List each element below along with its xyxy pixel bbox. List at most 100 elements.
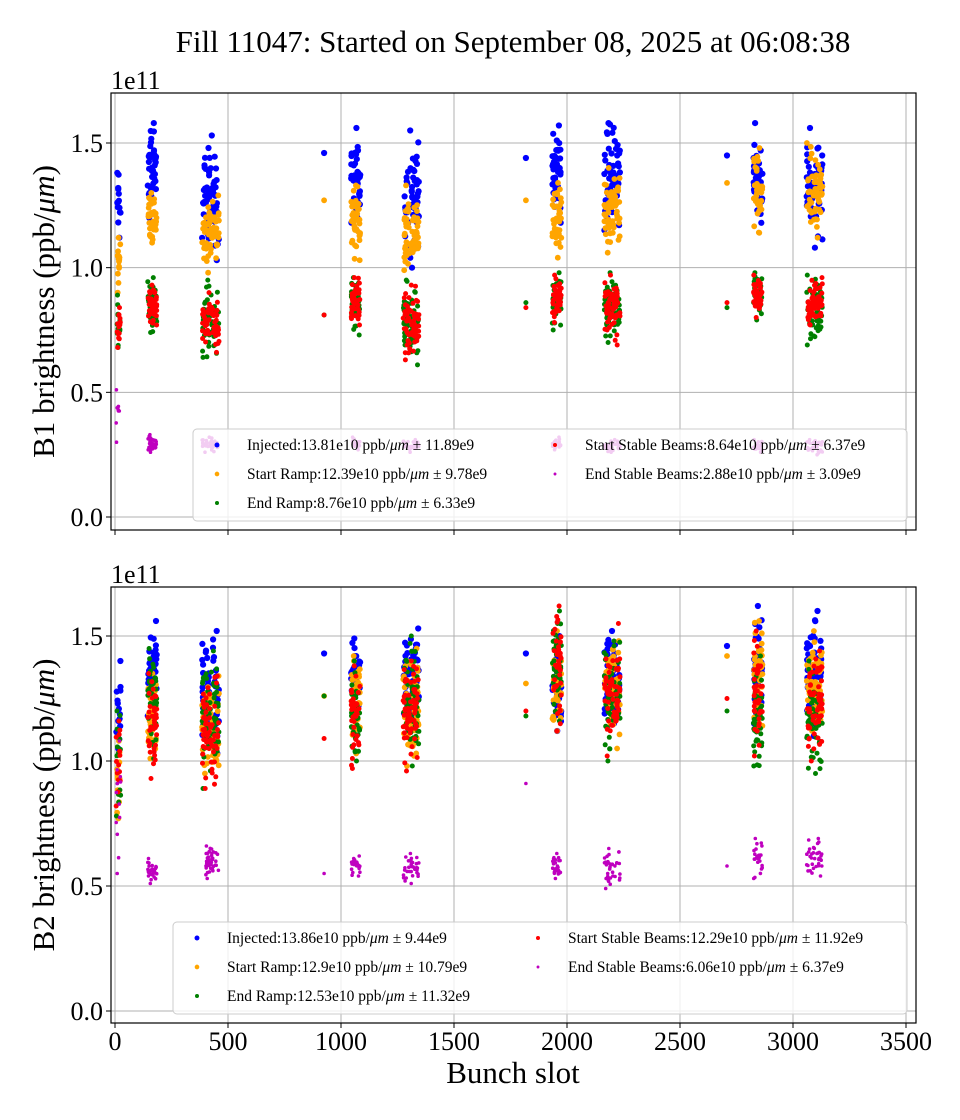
data-point (814, 750, 820, 756)
data-point (609, 129, 616, 136)
data-point (203, 184, 210, 191)
data-point (150, 275, 156, 281)
data-point (611, 176, 618, 182)
data-point (215, 192, 222, 199)
data-point (356, 188, 363, 195)
data-point (551, 857, 556, 861)
legend-label-unit: μm (787, 437, 807, 454)
data-point (812, 157, 819, 164)
legend-item-injected: Injected:13.81e10 ppb/μm ± 11.89e9 (214, 437, 474, 454)
data-point (348, 239, 355, 246)
data-point (113, 813, 119, 819)
data-point (201, 154, 209, 161)
data-point (203, 339, 209, 345)
data-point (353, 306, 359, 312)
data-point (204, 844, 209, 848)
data-point (353, 124, 360, 132)
data-point (602, 742, 608, 748)
data-point (610, 313, 616, 319)
data-point (807, 143, 814, 150)
data-point (415, 362, 420, 368)
data-point (200, 691, 206, 697)
data-point (603, 290, 608, 296)
data-point (805, 299, 811, 305)
data-point (751, 743, 757, 749)
data-point (348, 150, 355, 157)
data-point (756, 716, 762, 722)
data-point (214, 299, 220, 305)
data-point (207, 849, 211, 854)
y-tick-label: 1.0 (71, 254, 104, 283)
data-point (611, 643, 617, 649)
data-point (212, 781, 217, 787)
y-axis-label-text: B2 brightness (ppb/ (26, 706, 61, 951)
y-axis-label-unit: μm (26, 175, 61, 214)
data-point (554, 304, 560, 310)
data-point (804, 640, 811, 647)
data-point (115, 234, 122, 241)
data-point (210, 851, 214, 856)
data-point (150, 649, 157, 656)
data-point (606, 192, 613, 199)
data-point (754, 292, 760, 298)
data-point (410, 300, 416, 306)
data-point (811, 295, 817, 301)
data-point (552, 231, 559, 237)
data-point (205, 231, 212, 237)
data-point (751, 703, 757, 709)
data-point (606, 734, 612, 740)
data-point (754, 643, 760, 649)
data-point (349, 867, 354, 871)
data-point (550, 130, 557, 137)
data-point (614, 745, 620, 752)
data-point (115, 248, 121, 255)
data-point (614, 657, 620, 663)
data-point (818, 874, 823, 878)
data-point (145, 738, 151, 744)
data-point (117, 241, 124, 248)
data-point (408, 851, 413, 856)
data-point (609, 279, 615, 285)
data-point (607, 333, 613, 339)
data-point (805, 743, 811, 749)
data-point (356, 666, 363, 673)
data-point (154, 700, 160, 706)
data-point (811, 244, 819, 251)
data-point (758, 219, 765, 226)
data-point (605, 706, 611, 711)
data-point (759, 841, 764, 845)
data-point (149, 877, 153, 882)
data-point (752, 749, 758, 755)
data-point (550, 196, 556, 203)
data-point (153, 712, 159, 718)
data-point (557, 672, 563, 678)
data-point (203, 695, 209, 701)
data-point (354, 290, 360, 296)
data-point (153, 297, 159, 302)
data-point (756, 763, 762, 769)
data-point (810, 305, 816, 311)
data-point (214, 746, 220, 751)
data-point (211, 869, 215, 873)
data-point (806, 658, 812, 664)
data-point (617, 674, 623, 680)
data-point (154, 871, 159, 876)
data-point (557, 639, 563, 645)
data-point (605, 340, 611, 345)
data-point (350, 873, 354, 877)
data-point (614, 691, 619, 697)
data-point (200, 348, 206, 354)
data-point (414, 338, 420, 344)
data-point (609, 229, 616, 236)
data-point (522, 650, 530, 657)
data-point (115, 186, 122, 193)
data-point (350, 162, 357, 169)
data-point (145, 714, 151, 720)
data-point (354, 147, 362, 154)
data-point (804, 662, 811, 668)
data-point (555, 239, 562, 246)
data-point (153, 876, 158, 881)
data-point (817, 741, 823, 747)
data-point (618, 872, 622, 876)
data-point (405, 224, 412, 231)
